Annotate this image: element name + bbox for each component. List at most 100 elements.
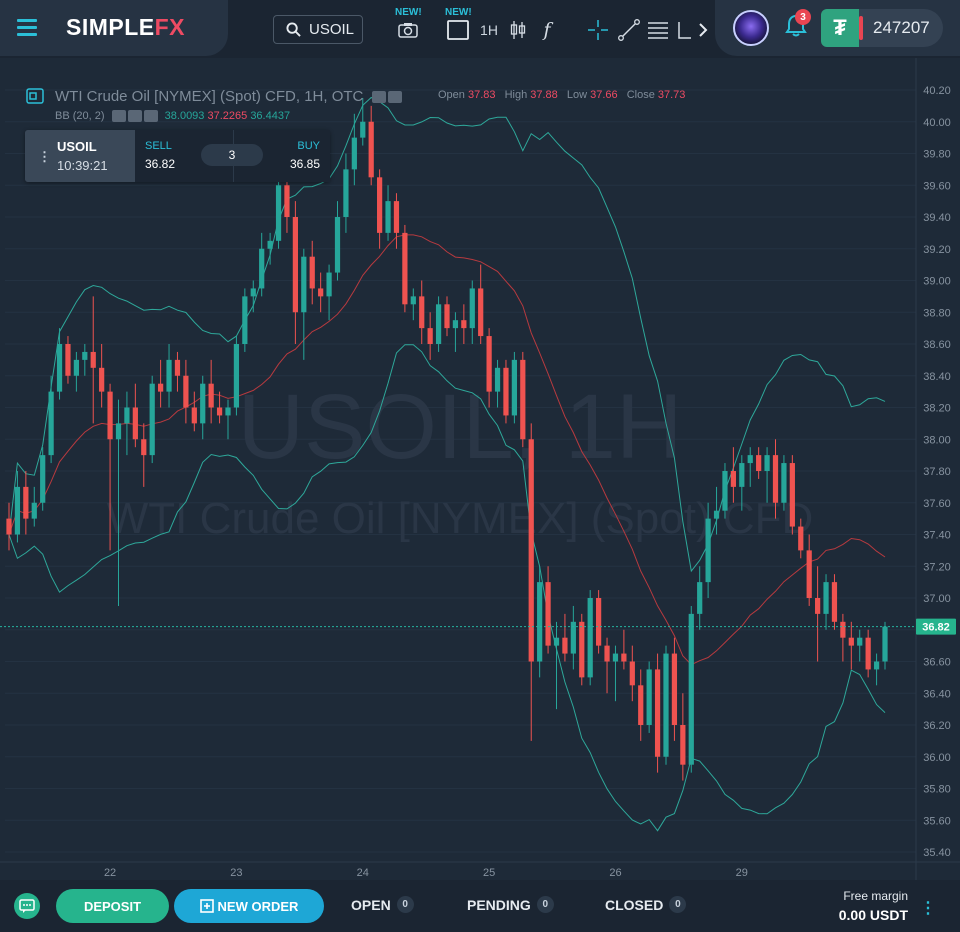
fib-lines-icon[interactable] (646, 19, 670, 41)
candle (520, 351, 526, 448)
sell-label: SELL (145, 140, 172, 152)
brand-logo[interactable]: SIMPLEFX (66, 14, 185, 41)
candle-body (831, 582, 838, 622)
symbol-search-text: USOIL (309, 21, 355, 38)
candle (461, 304, 467, 344)
candle-body (343, 169, 349, 217)
candle-body (318, 288, 324, 297)
candle-body (688, 613, 694, 765)
candle (789, 455, 795, 535)
layout-square-icon[interactable] (447, 19, 469, 41)
drag-handle-icon[interactable]: ⋮ (38, 149, 51, 164)
candle-body (671, 653, 678, 725)
candle-body (579, 621, 585, 678)
candle-body (31, 502, 37, 519)
candle (671, 637, 678, 741)
more-tools-icon[interactable] (678, 19, 692, 41)
candle-body (511, 359, 517, 416)
more-options-icon[interactable]: ⋮ (920, 900, 936, 917)
candle (82, 344, 88, 376)
candle (654, 653, 661, 773)
candle-body (722, 471, 728, 511)
chat-icon[interactable] (14, 893, 40, 919)
title-settings-icons[interactable] (371, 91, 402, 104)
candle (612, 645, 619, 702)
y-tick-label: 35.40 (923, 847, 951, 859)
tab-pending[interactable]: PENDING 0 (467, 896, 554, 913)
candle (158, 359, 164, 408)
candle (629, 645, 635, 702)
indicator-settings-icons[interactable] (111, 110, 158, 123)
balance-button[interactable]: ₮ 247207 (821, 9, 943, 47)
candle-body (486, 336, 492, 392)
x-tick-label: 22 (104, 867, 116, 879)
tab-closed[interactable]: CLOSED 0 (605, 896, 687, 913)
candle (697, 566, 703, 630)
candle (638, 669, 644, 741)
candle-body (781, 463, 787, 503)
crosshair-icon[interactable] (586, 19, 610, 41)
candle-body (756, 455, 762, 471)
tab-label: OPEN (351, 896, 391, 913)
indicators-icon[interactable]: f (543, 19, 551, 41)
candle (334, 201, 341, 281)
candle (646, 661, 652, 733)
candle (680, 693, 686, 781)
candle (857, 629, 863, 662)
candle (200, 375, 206, 440)
candle-body (56, 344, 63, 392)
candle (149, 375, 155, 464)
candle-body (629, 661, 635, 686)
menu-icon[interactable] (17, 19, 37, 36)
x-tick-label: 29 (736, 867, 748, 879)
candle-body (23, 486, 29, 519)
candle (511, 351, 517, 424)
candle-body (360, 121, 366, 138)
candle-body (166, 359, 172, 392)
candle (23, 471, 29, 535)
y-tick-label: 39.60 (923, 180, 951, 192)
bb-upper-line (8, 96, 886, 573)
bb-lower-line (8, 344, 886, 832)
candlestick-icon[interactable] (509, 19, 527, 41)
candle-body (292, 217, 298, 313)
balance-value: 247207 (873, 18, 930, 37)
candle (469, 280, 475, 344)
tab-count: 0 (396, 896, 414, 913)
bb-middle-line (8, 234, 886, 666)
symbol-search-button[interactable]: USOIL (273, 15, 363, 44)
chevron-right-icon[interactable] (696, 19, 710, 41)
new-order-button[interactable]: NEW ORDER (174, 889, 324, 923)
candle (739, 455, 745, 511)
candle (343, 153, 349, 233)
price-chart[interactable]: USOIL, 1H WTI Crude Oil [NYMEX] (Spot) C… (0, 58, 960, 880)
candle-body (739, 463, 745, 487)
candle-body (537, 582, 543, 662)
timeframe-button[interactable]: 1H (480, 22, 498, 38)
candle (604, 637, 610, 694)
trendline-icon[interactable] (617, 19, 641, 41)
candle (124, 391, 130, 456)
candle-body (596, 598, 602, 646)
tab-open[interactable]: OPEN 0 (351, 896, 414, 913)
current-price-tag (916, 618, 956, 635)
chart-title: WTI Crude Oil [NYMEX] (Spot) CFD, 1H, OT… (55, 88, 406, 105)
screenshot-icon[interactable] (397, 19, 419, 41)
candle-body (865, 637, 871, 670)
avatar[interactable] (733, 10, 769, 46)
candle (132, 383, 138, 448)
candle-body (275, 185, 282, 241)
candle-body (377, 177, 383, 233)
trade-panel-header: ⋮ USOIL 10:39:21 (25, 130, 135, 182)
candle-body (48, 391, 54, 456)
candle (747, 447, 753, 487)
y-tick-label: 36.40 (923, 688, 951, 700)
chart-symbol-icon[interactable] (26, 88, 44, 104)
candle (452, 312, 459, 352)
chart-area[interactable]: USOIL, 1H WTI Crude Oil [NYMEX] (Spot) C… (0, 58, 960, 880)
candle (233, 336, 240, 416)
quantity-input[interactable]: 3 (201, 144, 263, 166)
deposit-button[interactable]: DEPOSIT (56, 889, 169, 923)
candle-body (562, 637, 568, 654)
open-label: Open (438, 89, 465, 101)
